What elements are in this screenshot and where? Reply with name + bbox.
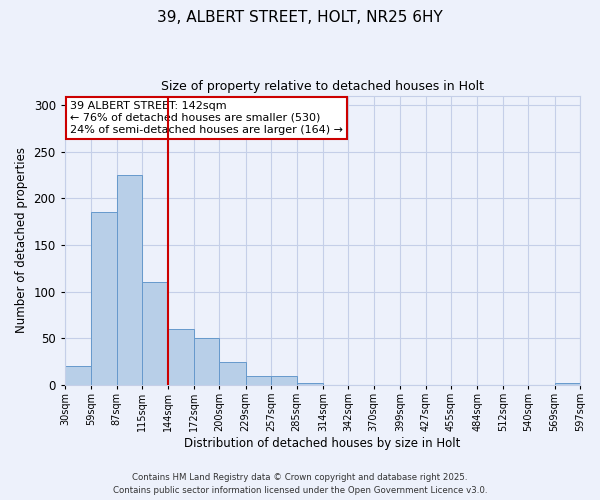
Bar (65, 366, 91, 385)
Bar (245, 376, 271, 385)
Bar (219, 362, 245, 385)
Bar (194, 338, 219, 385)
Text: 39 ALBERT STREET: 142sqm
← 76% of detached houses are smaller (530)
24% of semi-: 39 ALBERT STREET: 142sqm ← 76% of detach… (70, 102, 343, 134)
Bar (142, 282, 169, 385)
Bar (554, 383, 580, 385)
Bar (271, 376, 296, 385)
Bar (116, 175, 142, 385)
Title: Size of property relative to detached houses in Holt: Size of property relative to detached ho… (161, 80, 484, 93)
Bar (169, 329, 194, 385)
Y-axis label: Number of detached properties: Number of detached properties (15, 148, 28, 334)
X-axis label: Distribution of detached houses by size in Holt: Distribution of detached houses by size … (184, 437, 461, 450)
Bar (296, 383, 323, 385)
Text: Contains HM Land Registry data © Crown copyright and database right 2025.
Contai: Contains HM Land Registry data © Crown c… (113, 474, 487, 495)
Text: 39, ALBERT STREET, HOLT, NR25 6HY: 39, ALBERT STREET, HOLT, NR25 6HY (157, 10, 443, 25)
Bar (91, 212, 116, 385)
